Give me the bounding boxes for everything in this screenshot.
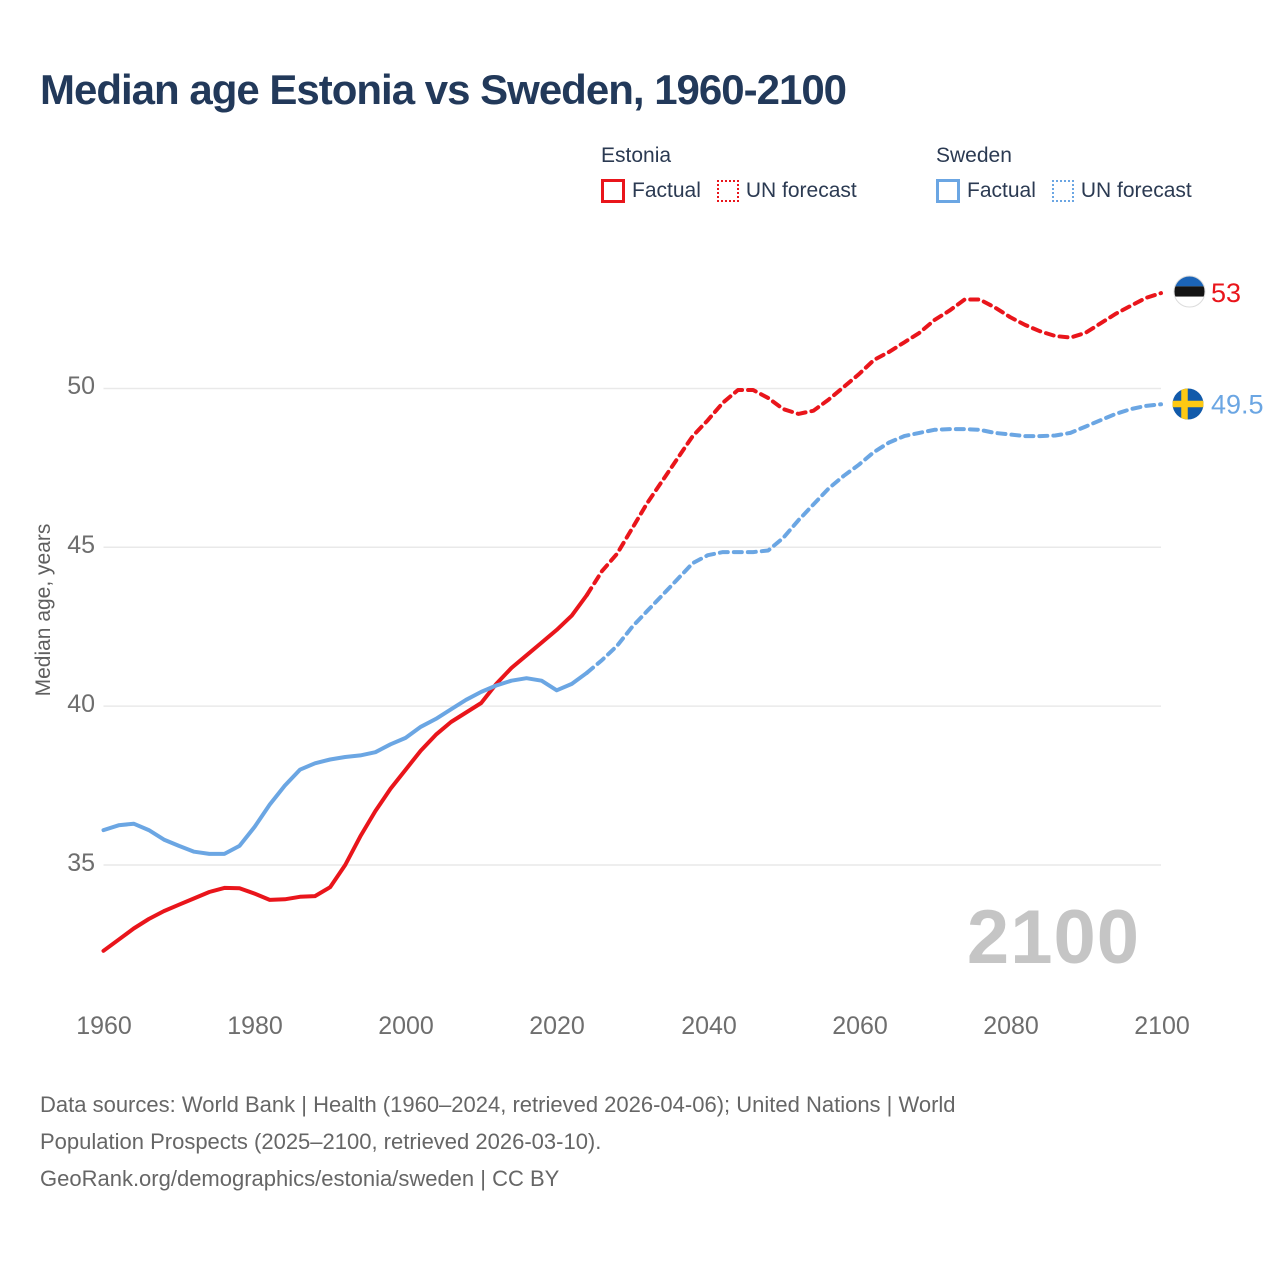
sweden-flag-icon — [1172, 388, 1204, 420]
footer-line-3: GeoRank.org/demographics/estonia/sweden … — [40, 1166, 560, 1191]
estonia-factual-swatch-icon — [601, 179, 625, 203]
forecast-year-watermark: 2100 — [966, 895, 1140, 980]
sweden-factual-swatch-icon — [936, 179, 960, 203]
x-tick-1980: 1980 — [227, 1012, 283, 1040]
legend-sweden-factual: Factual — [936, 179, 1036, 203]
estonia-forecast-swatch-icon — [716, 180, 739, 202]
estonia-un-forecast-line — [584, 291, 1163, 597]
sweden-un-forecast-line — [584, 402, 1163, 675]
estonia-end-value: 53 — [1211, 278, 1241, 308]
x-tick-1960: 1960 — [76, 1012, 132, 1040]
estonia-factual-label: Factual — [632, 179, 701, 202]
sweden-forecast-label: UN forecast — [1080, 179, 1192, 202]
x-tick-2000: 2000 — [378, 1012, 434, 1040]
legend-sweden: Sweden Factual UN forecast — [936, 144, 1192, 203]
y-tick-35: 35 — [67, 849, 95, 877]
footer-line-2: Population Prospects (2025–2100, retriev… — [40, 1129, 602, 1154]
data-sources-footer: Data sources: World Bank | Health (1960–… — [40, 1086, 1170, 1197]
legend-estonia-title: Estonia — [601, 144, 672, 167]
x-tick-2100: 2100 — [1134, 1012, 1190, 1040]
estonia-flag-icon — [1173, 275, 1206, 308]
x-tick-2080: 2080 — [983, 1012, 1039, 1040]
x-tick-2040: 2040 — [681, 1012, 737, 1040]
y-tick-45: 45 — [67, 531, 95, 559]
sweden-factual-line — [101, 670, 589, 856]
sweden-factual-label: Factual — [967, 179, 1036, 202]
estonia-factual-line — [101, 593, 589, 953]
page-title: Median age Estonia vs Sweden, 1960-2100 — [40, 66, 847, 113]
sweden-forecast-swatch-icon — [1051, 180, 1074, 202]
legend-sweden-forecast: UN forecast — [1051, 179, 1192, 203]
legend-sweden-title: Sweden — [936, 144, 1012, 167]
series-lines — [101, 291, 1163, 953]
footer-line-1: Data sources: World Bank | Health (1960–… — [40, 1092, 956, 1117]
legend-estonia: Estonia Factual UN forecast — [601, 144, 857, 203]
x-tick-2020: 2020 — [529, 1012, 585, 1040]
sweden-end-value: 49.5 — [1211, 390, 1264, 420]
legend-estonia-forecast: UN forecast — [716, 179, 857, 203]
x-tick-2060: 2060 — [832, 1012, 888, 1040]
legend-estonia-factual: Factual — [601, 179, 701, 203]
estonia-forecast-label: UN forecast — [745, 179, 857, 202]
y-tick-50: 50 — [67, 372, 95, 400]
y-tick-40: 40 — [67, 690, 95, 718]
gridlines — [103, 387, 1162, 866]
